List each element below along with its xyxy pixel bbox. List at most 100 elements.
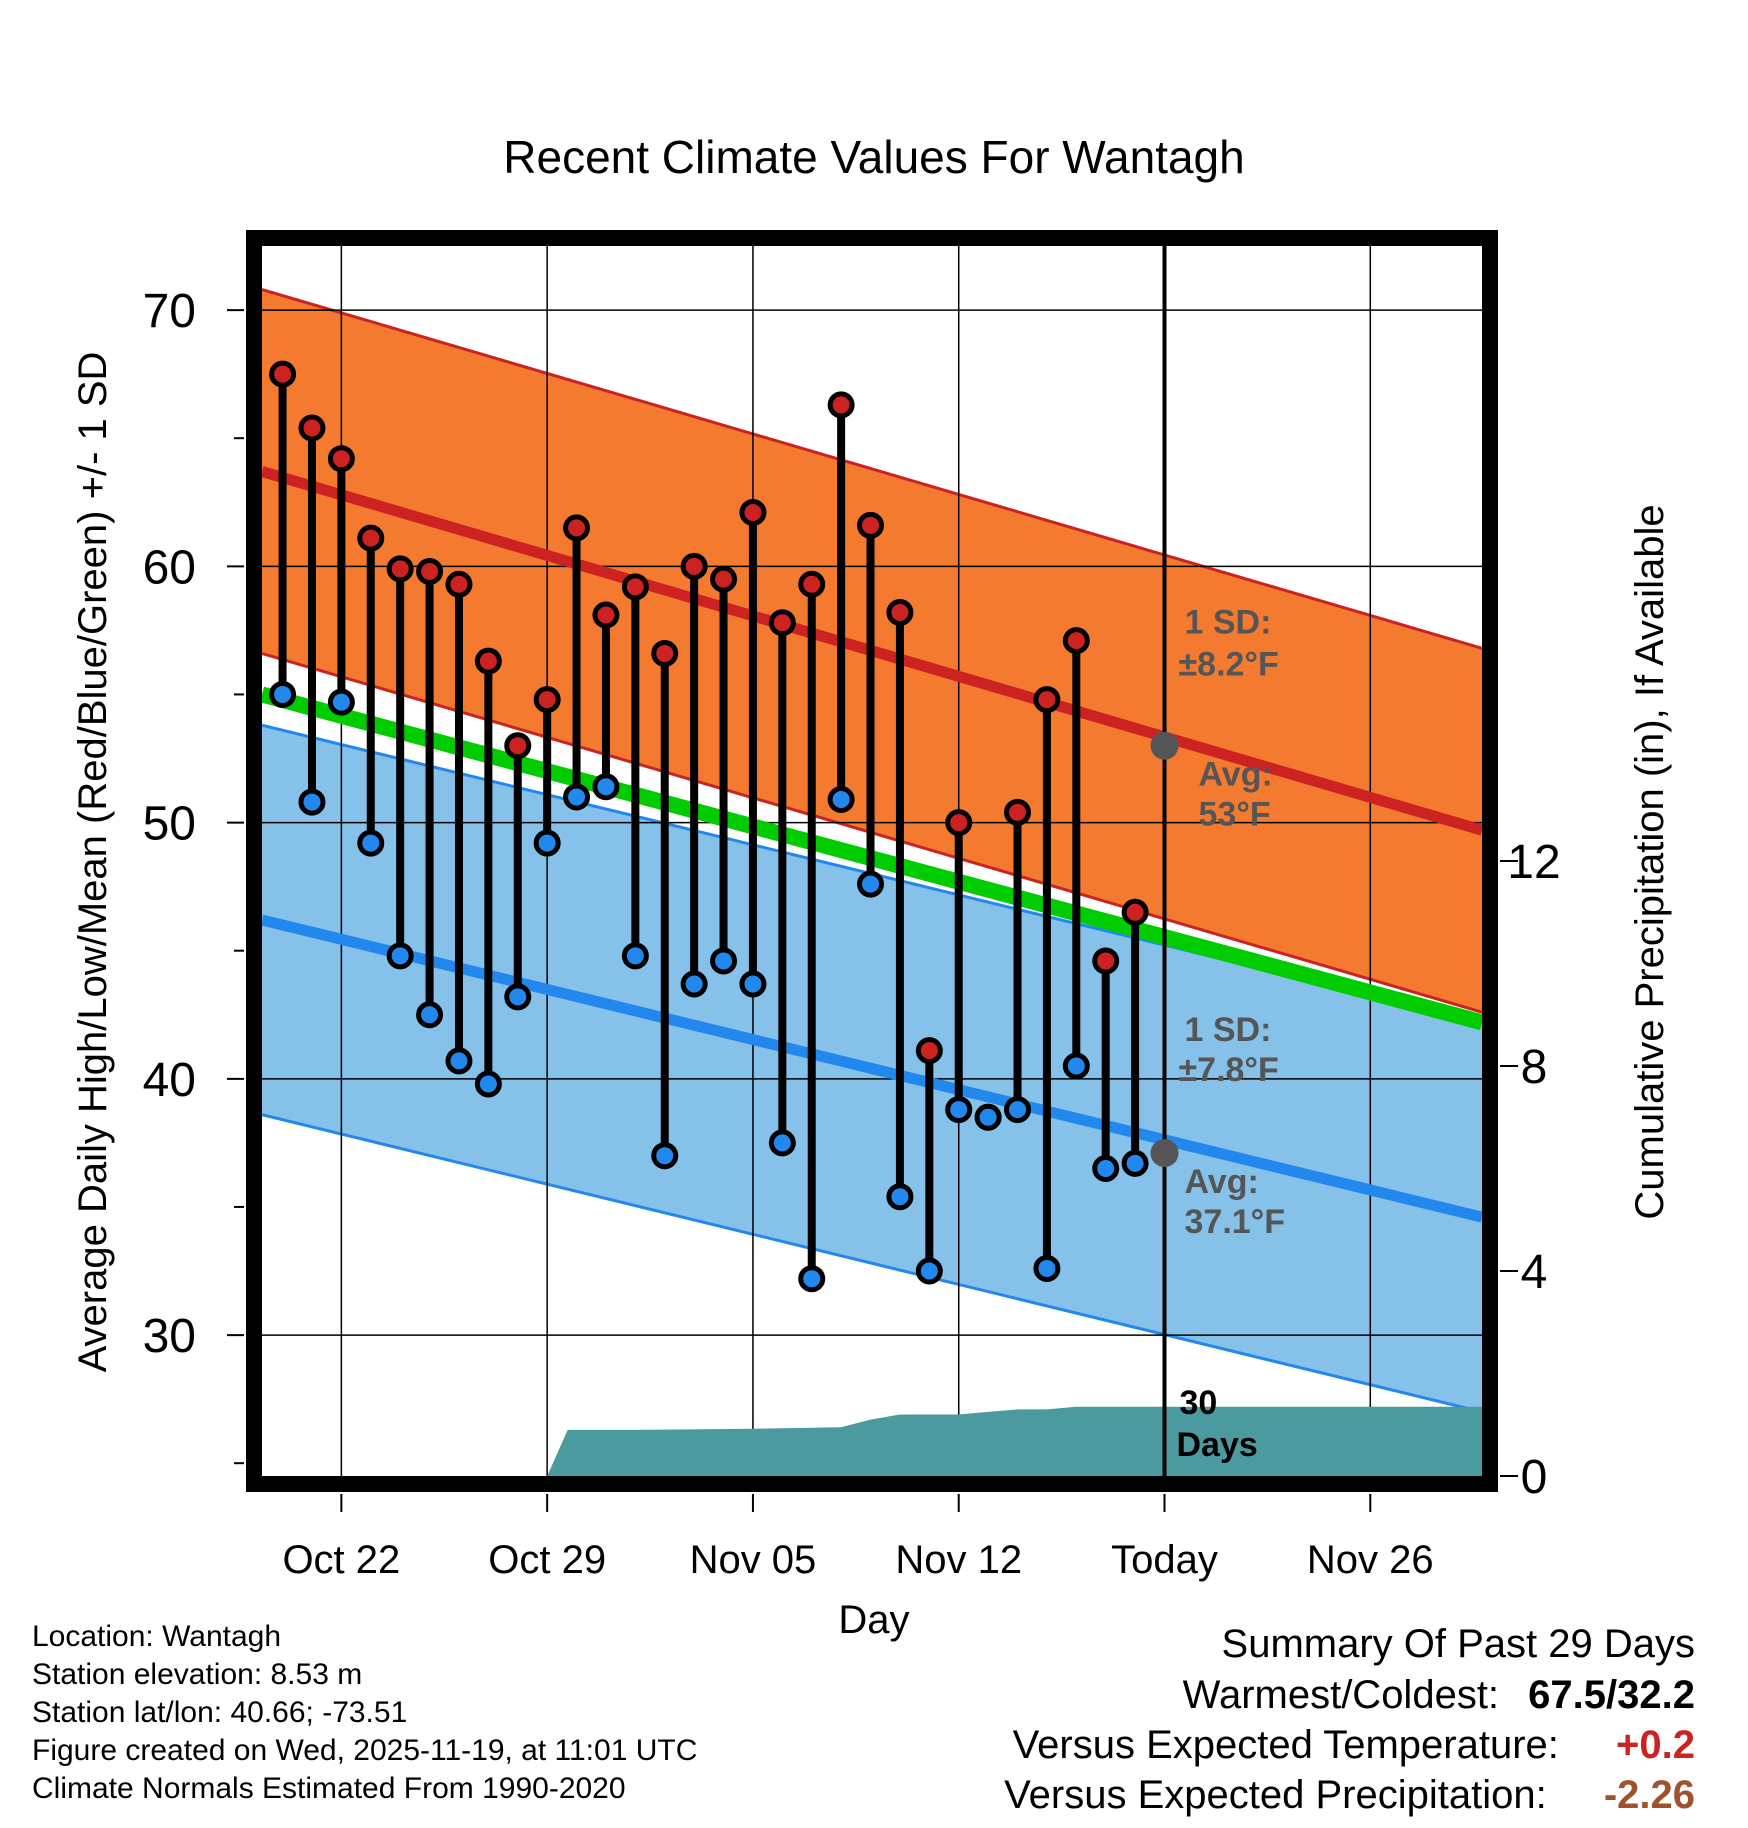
today-high-avg-marker xyxy=(1150,731,1179,760)
info-latlon: Station lat/lon: 40.66; -73.51 xyxy=(32,1696,408,1729)
y2-tick-label: 12 xyxy=(1507,836,1560,889)
daily-low-point xyxy=(592,773,620,801)
daily-low-point xyxy=(974,1103,1002,1131)
daily-high-point xyxy=(739,499,767,526)
daily-low-point xyxy=(827,786,855,813)
daily-temperature-marks xyxy=(269,360,1149,1293)
y2-tick-label: 4 xyxy=(1521,1246,1548,1299)
daily-high-point xyxy=(592,601,620,629)
daily-high-point xyxy=(827,391,855,419)
daily-high-point xyxy=(798,570,826,598)
summary-block: Summary Of Past 29 Days Warmest/Coldest:… xyxy=(795,1618,1695,1820)
daily-high-point xyxy=(386,555,414,583)
high-avg-label: Avg: xyxy=(1199,756,1273,794)
daily-high-point xyxy=(945,809,973,837)
daily-low-point xyxy=(1033,1254,1061,1282)
high-sd-value: ±8.2°F xyxy=(1179,646,1279,684)
low-sd-label: 1 SD: xyxy=(1185,1011,1272,1049)
info-block: Location: Wantagh Station elevation: 8.5… xyxy=(32,1618,697,1808)
daily-low-point xyxy=(915,1257,943,1285)
y-tick-label: 70 xyxy=(143,285,196,338)
daily-low-point xyxy=(445,1047,473,1075)
daily-low-point xyxy=(621,942,649,970)
daily-low-point xyxy=(1121,1149,1149,1177)
x-tick-label: Oct 29 xyxy=(488,1538,606,1582)
precip-period-label-days: Days xyxy=(1177,1426,1258,1464)
y-tick-label: 30 xyxy=(143,1310,196,1363)
plot-border xyxy=(246,230,1498,1492)
info-elevation: Station elevation: 8.53 m xyxy=(32,1658,363,1691)
daily-high-point xyxy=(651,639,679,667)
daily-low-point xyxy=(474,1070,502,1098)
daily-high-point xyxy=(915,1037,943,1065)
summary-precip-label: Versus Expected Precipitation: xyxy=(1004,1773,1547,1817)
daily-low-point xyxy=(739,970,767,998)
daily-high-point xyxy=(533,686,561,714)
axes-labels: Recent Climate Values For Wantagh3040506… xyxy=(71,131,1672,1642)
precipitation-area xyxy=(547,1406,1482,1476)
x-axis-label: Day xyxy=(838,1598,909,1642)
y-tick-label: 50 xyxy=(143,798,196,851)
daily-high-point xyxy=(621,573,649,601)
daily-low-point xyxy=(1062,1052,1090,1080)
daily-high-point xyxy=(1121,898,1149,926)
summary-warm-cold-label: Warmest/Coldest: xyxy=(1182,1673,1500,1717)
daily-high-point xyxy=(1062,627,1090,655)
low-sd-band-lower-edge xyxy=(262,1113,1482,1414)
daily-low-point xyxy=(857,870,885,898)
daily-high-point xyxy=(1004,798,1032,826)
x-tick-label: Oct 22 xyxy=(282,1538,400,1582)
precip-period-label: 30 xyxy=(1180,1384,1218,1422)
daily-low-point xyxy=(1004,1096,1032,1124)
summary-precip-value: -2.26 xyxy=(1603,1773,1695,1817)
plot-frame xyxy=(246,230,1498,1492)
daily-low-point xyxy=(357,829,385,857)
info-normals: Climate Normals Estimated From 1990-2020 xyxy=(32,1772,626,1805)
daily-high-point xyxy=(445,570,473,598)
y2-tick-label: 0 xyxy=(1521,1451,1548,1504)
daily-low-point xyxy=(298,788,326,816)
daily-low-point xyxy=(416,1001,444,1029)
chart-title: Recent Climate Values For Wantagh xyxy=(503,131,1244,183)
daily-high-point xyxy=(1033,686,1061,714)
daily-high-point xyxy=(886,598,914,626)
low-avg-value: 37.1°F xyxy=(1185,1203,1286,1241)
low-avg-label: Avg: xyxy=(1185,1163,1259,1201)
y2-tick-label: 8 xyxy=(1521,1041,1548,1094)
daily-low-point xyxy=(327,688,355,716)
high-avg-value: 53°F xyxy=(1199,796,1271,834)
y-tick-label: 60 xyxy=(143,541,196,594)
daily-high-point xyxy=(416,557,444,585)
daily-high-point xyxy=(298,414,326,442)
daily-low-point xyxy=(768,1129,796,1157)
high-sd-label: 1 SD: xyxy=(1185,604,1272,642)
x-tick-label: Nov 26 xyxy=(1307,1538,1434,1582)
daily-low-point xyxy=(563,783,591,811)
daily-low-point xyxy=(680,970,708,998)
daily-high-point xyxy=(1092,947,1120,975)
daily-low-point xyxy=(269,680,297,708)
low-normal-line xyxy=(262,914,1482,1223)
today-low-avg-marker xyxy=(1150,1139,1179,1168)
y2-axis-label: Cumulative Precipitation (in), If Availa… xyxy=(1628,504,1672,1219)
precip-area xyxy=(547,1406,1482,1476)
daily-high-point xyxy=(563,514,591,542)
daily-low-point xyxy=(1092,1155,1120,1182)
x-tick-label: Today xyxy=(1111,1538,1218,1582)
daily-low-point xyxy=(651,1142,679,1170)
daily-high-point xyxy=(269,360,297,388)
daily-low-point xyxy=(710,947,738,975)
y-tick-label: 40 xyxy=(143,1054,196,1107)
daily-low-point xyxy=(504,983,532,1011)
daily-high-point xyxy=(504,732,532,760)
daily-high-point xyxy=(857,511,885,539)
high-sd-band-upper-edge xyxy=(262,288,1482,650)
y-axis-label: Average Daily High/Low/Mean (Red/Blue/Gr… xyxy=(71,352,115,1373)
daily-low-point xyxy=(798,1265,826,1293)
summary-temp-value: +0.2 xyxy=(1616,1723,1695,1767)
daily-high-point xyxy=(680,552,708,580)
daily-high-point xyxy=(327,445,355,473)
summary-title: Summary Of Past 29 Days xyxy=(1221,1622,1695,1666)
